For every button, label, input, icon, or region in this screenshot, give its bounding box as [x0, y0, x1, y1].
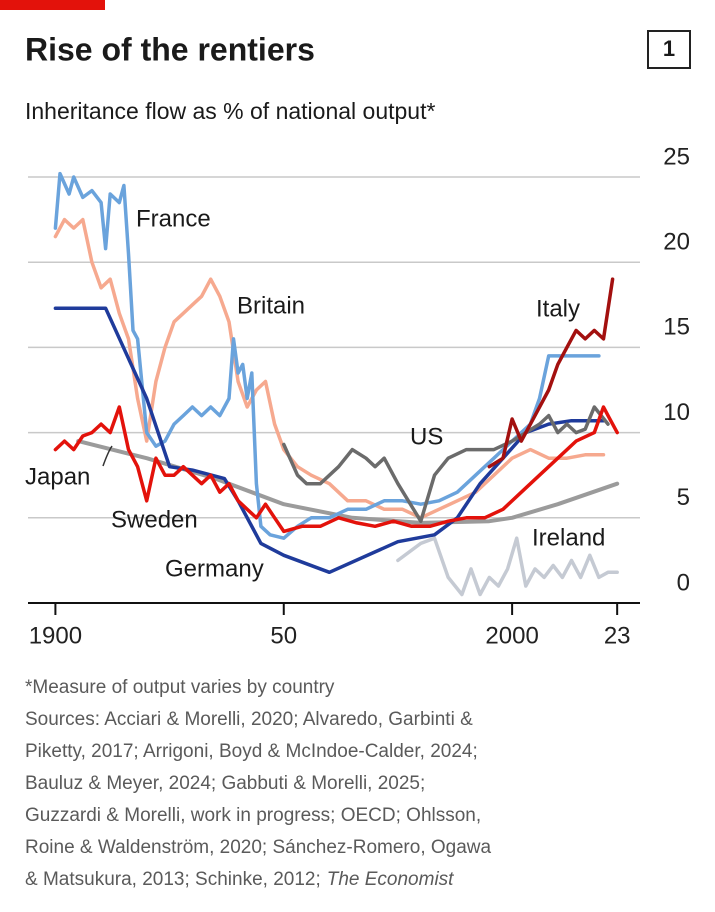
y-tick-label: 0	[677, 569, 690, 596]
sources: Sources: Acciari & Morelli, 2020; Alvare…	[25, 709, 492, 890]
brand-tag	[0, 0, 105, 10]
source-line: Roine & Waldenström, 2020; Sánchez-Romer…	[25, 837, 492, 858]
footnote: *Measure of output varies by country	[25, 677, 335, 698]
badge: 1	[663, 36, 675, 61]
y-tick-label: 25	[663, 143, 690, 170]
y-tick-label: 10	[663, 399, 690, 426]
series-label: Japan	[25, 463, 90, 490]
series-label: France	[136, 205, 211, 232]
chart-subtitle: Inheritance flow as % of national output…	[25, 98, 435, 124]
source-line: Bauluz & Meyer, 2024; Gabbuti & Morelli,…	[25, 773, 425, 794]
series-label: Britain	[237, 292, 305, 319]
x-tick-label: 1900	[29, 622, 82, 649]
badge-box	[647, 30, 691, 69]
y-tick-label: 20	[663, 229, 690, 256]
x-tick-label: 23	[604, 622, 631, 649]
series-line	[487, 277, 615, 469]
y-tick-label: 5	[677, 484, 690, 511]
y-tick-label: 15	[663, 314, 690, 341]
series-line	[53, 171, 601, 540]
series-line	[396, 536, 619, 597]
series-label: Germany	[165, 555, 264, 582]
x-tick-label: 50	[270, 622, 297, 649]
series-line	[282, 405, 610, 523]
source-line: Piketty, 2017; Arrigoni, Boyd & McIndoe-…	[25, 741, 478, 762]
source-italic: The Economist	[327, 869, 454, 890]
series-label: Sweden	[111, 506, 198, 533]
source-line: Guzzardi & Morelli, work in progress; OE…	[25, 805, 481, 826]
source-line: Sources: Acciari & Morelli, 2020; Alvare…	[25, 709, 473, 730]
series-line	[53, 405, 619, 534]
plot	[53, 171, 620, 597]
series-label: Italy	[536, 295, 580, 322]
series-label: US	[410, 423, 443, 450]
series-labels: Ireland Japan Britain France Germany US Sweden…	[25, 205, 605, 582]
chart-title: Rise of the rentiers	[25, 31, 315, 67]
x-tick-label: 2000	[485, 622, 538, 649]
source-line: & Matsukura, 2013; Schinke, 2012; The Eco…	[25, 869, 454, 890]
series-label: Ireland	[532, 524, 605, 551]
grid: 0 5 10 15 20 25 1900 50 2000 23	[28, 143, 690, 649]
japan-pointer	[102, 445, 113, 467]
